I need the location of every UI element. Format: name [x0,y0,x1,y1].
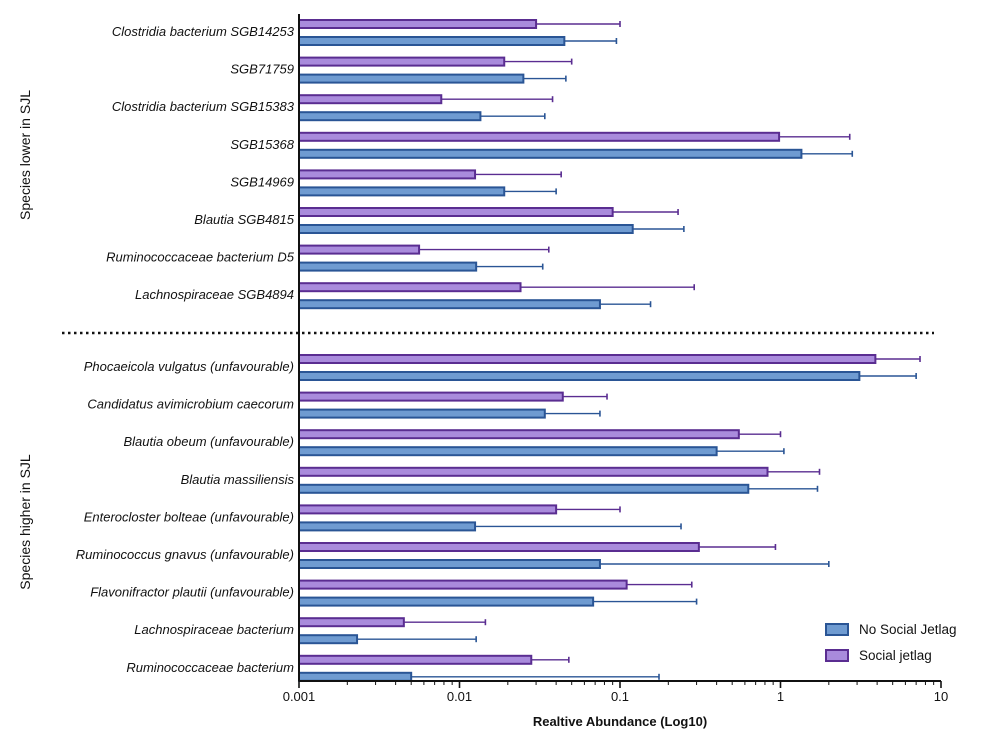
category-label: Enterocloster bolteae (unfavourable) [84,509,294,524]
bar-social-jetlag [298,466,769,477]
bar-no-social-jetlag [298,634,359,645]
legend-swatch [825,623,849,636]
category-label: Phocaeicola vulgatus (unfavourable) [84,359,294,374]
x-tick-label: 10 [934,689,948,704]
category-label: Blautia SGB4815 [194,212,295,227]
x-tick-label: 1 [777,689,784,704]
category-label: Lachnospiraceae bacterium [134,622,294,637]
x-axis-title: Realtive Abundance (Log10) [533,714,707,729]
category-label: Flavonifractor plautii (unfavourable) [90,585,294,600]
x-tick-label: 0.01 [447,689,472,704]
bar-no-social-jetlag [298,148,803,159]
category-label: SGB14969 [230,174,294,189]
category-label: SGB71759 [230,62,294,77]
bar-social-jetlag [298,579,628,590]
bar-no-social-jetlag [298,261,478,272]
bar-social-jetlag [298,391,564,402]
category-label: Blautia obeum (unfavourable) [123,434,294,449]
bar-no-social-jetlag [298,521,477,532]
group-label: Species higher in SJL [17,454,33,590]
bar-social-jetlag [298,244,421,255]
bar-no-social-jetlag [298,596,595,607]
bar-social-jetlag [298,19,538,29]
bar-social-jetlag [298,94,443,105]
bar-no-social-jetlag [298,446,718,457]
x-tick-label: 0.001 [283,689,316,704]
bar-no-social-jetlag [298,224,634,234]
bar-social-jetlag [298,169,477,180]
category-label: Ruminococcaceae bacterium [126,660,294,675]
bar-no-social-jetlag [298,483,750,494]
bar-social-jetlag [298,207,614,217]
bar-social-jetlag [298,56,506,67]
bar-social-jetlag [298,282,522,293]
legend-swatch [825,649,849,662]
legend-label: No Social Jetlag [859,622,957,637]
category-label: SGB15368 [230,137,294,152]
bar-social-jetlag [298,654,533,665]
bar-no-social-jetlag [298,299,601,310]
plot-area: Clostridia bacterium SGB14253 SGB71759 Clo… [17,14,957,704]
bar-social-jetlag [298,429,740,440]
category-label: Ruminococcus gnavus (unfavourable) [76,547,294,562]
bar-no-social-jetlag [298,111,482,122]
category-label: Ruminococcaceae bacterium D5 [106,250,295,265]
bar-no-social-jetlag [298,371,861,381]
bar-social-jetlag [298,504,558,515]
bar-social-jetlag [298,542,700,552]
x-tick-label: 0.1 [611,689,629,704]
category-label: Clostridia bacterium SGB15383 [112,99,295,114]
bar-no-social-jetlag [298,73,525,84]
category-label: Blautia massiliensis [181,472,295,487]
legend-label: Social jetlag [859,648,932,663]
category-label: Clostridia bacterium SGB14253 [112,24,295,39]
bar-social-jetlag [298,131,781,142]
bar-no-social-jetlag [298,559,601,569]
category-label: Candidatus avimicrobium caecorum [87,397,294,412]
bar-no-social-jetlag [298,671,413,682]
bar-no-social-jetlag [298,36,566,46]
bar-social-jetlag [298,354,877,364]
group-label: Species lower in SJL [17,90,33,220]
category-label: Lachnospiraceae SGB4894 [135,287,294,302]
bar-no-social-jetlag [298,186,506,197]
bar-no-social-jetlag [298,408,546,419]
bar-social-jetlag [298,617,405,628]
